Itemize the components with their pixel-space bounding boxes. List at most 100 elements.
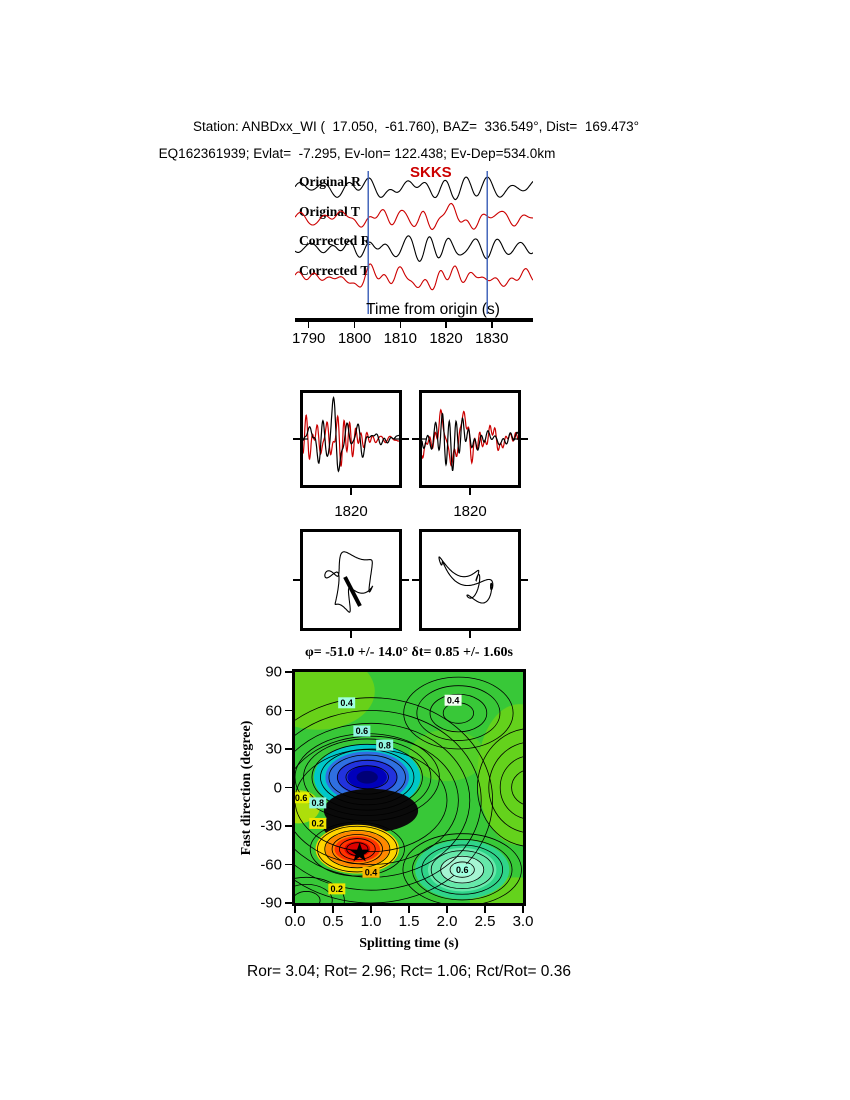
contour-line <box>295 748 448 853</box>
contour-line <box>345 765 389 790</box>
contour-color-patch <box>469 877 523 903</box>
contour-line <box>295 883 333 903</box>
seismogram-traces <box>295 171 533 314</box>
box-tick-left <box>293 438 300 440</box>
contour-line <box>295 891 321 903</box>
contour-line <box>449 861 475 878</box>
contour-map: 0.4 0.4 0.6 0.8 0.6 0.8 0.2 0.2 0.4 0.6 <box>295 672 523 903</box>
contour-line <box>309 821 405 877</box>
contour-frame: 0.4 0.4 0.6 0.8 0.6 0.8 0.2 0.2 0.4 0.6 <box>292 669 526 906</box>
mini-box-1-tick-label: 1820 <box>334 503 368 520</box>
box-tick-bottom <box>350 488 352 495</box>
contour-label: 0.2 <box>312 819 325 829</box>
time-tick-mark <box>307 322 310 328</box>
contour-line <box>430 850 494 890</box>
contour-y-tick-mark <box>285 786 292 789</box>
contour-label-box <box>444 694 462 706</box>
contour-line <box>421 844 504 895</box>
contour-label-box <box>453 864 471 876</box>
time-tick-label: 1830 <box>475 330 509 347</box>
time-tick-mark <box>445 322 447 328</box>
time-axis-line <box>295 318 533 322</box>
contour-label: 0.8 <box>312 798 325 808</box>
contour-label-box <box>362 866 380 878</box>
time-tick-mark <box>399 322 402 328</box>
contour-line <box>311 743 423 811</box>
contour-y-axis-title: Fast direction (degree) <box>239 720 254 856</box>
mini-waveform-overlay-2 <box>422 408 518 472</box>
contour-y-tick-mark <box>285 863 292 866</box>
waveform-trace <box>295 176 533 201</box>
contour-x-tick-label: 0.0 <box>284 913 306 930</box>
contour-line <box>511 770 523 805</box>
contour-x-tick-label: 2.0 <box>436 913 458 930</box>
contour-line <box>337 759 398 795</box>
contour-y-tick-label: 90 <box>265 663 282 681</box>
contour-y-tick-label: 30 <box>265 740 282 758</box>
contour-line <box>320 749 415 806</box>
box-tick-right <box>402 438 409 440</box>
time-tick-label: 1810 <box>383 330 417 347</box>
time-tick-mark <box>491 322 493 328</box>
contour-label-box <box>338 697 356 709</box>
contour-line <box>295 876 345 903</box>
contour-label-box <box>295 792 310 804</box>
contour-x-tick-mark <box>484 906 486 913</box>
contour-y-tick-mark <box>285 902 292 904</box>
contour-y-tick-label: -90 <box>260 894 282 912</box>
contour-x-tick-mark <box>408 906 410 913</box>
waveform-trace <box>295 202 533 231</box>
box-tick-left <box>412 438 419 440</box>
contour-line <box>429 693 488 733</box>
footer-stats: Ror= 3.04; Rot= 2.96; Rct= 1.06; Rct/Rot… <box>247 963 571 980</box>
time-axis-title: Time from origin (s) <box>366 301 500 318</box>
mini-waveform-box-2 <box>419 390 521 488</box>
contour-label: 0.6 <box>356 726 369 736</box>
contour-y-tick-mark <box>285 709 292 712</box>
particle-motion-plot-1 <box>324 551 374 613</box>
contour-line <box>440 855 485 884</box>
box-tick-right <box>521 438 528 440</box>
trace-label-original-t: Original T <box>299 204 360 219</box>
contour-label: 0.2 <box>331 884 344 894</box>
contour-label-box <box>328 883 346 895</box>
contour-line <box>416 685 501 741</box>
contour-x-tick-mark <box>294 906 296 913</box>
time-tick-label: 1790 <box>292 330 326 347</box>
particle-motion-box-1 <box>300 529 402 631</box>
box-tick-bottom <box>469 488 471 495</box>
particle-motion-box-2 <box>419 529 521 631</box>
contour-x-tick-mark <box>522 906 524 913</box>
contour-x-tick-label: 1.0 <box>360 913 382 930</box>
contour-line <box>317 825 398 873</box>
contour-y-tick-label: 60 <box>265 702 282 719</box>
contour-x-tick-mark <box>446 906 448 913</box>
contour-x-axis-title: Splitting time (s) <box>359 936 459 951</box>
contour-label-box <box>309 817 327 829</box>
contour-label-box <box>353 725 371 737</box>
contour-label: 0.6 <box>456 865 469 875</box>
box-tick-right <box>521 579 528 581</box>
contour-x-tick-label: 3.0 <box>512 913 534 930</box>
particle-motion-plot-2 <box>438 556 494 604</box>
contour-y-tick-label: -60 <box>260 856 282 873</box>
contour-label-box <box>376 739 394 751</box>
contour-x-tick-label: 2.5 <box>474 913 496 930</box>
contour-y-tick-mark <box>285 671 292 673</box>
box-tick-left <box>412 579 419 581</box>
contour-x-tick-mark <box>370 906 372 913</box>
contour-line <box>303 738 432 816</box>
box-tick-bottom <box>350 631 352 638</box>
contour-label: 0.6 <box>295 793 307 803</box>
mini-box-2-tick-label: 1820 <box>453 503 487 520</box>
mini-trace-radial <box>303 396 399 473</box>
time-tick-mark <box>353 322 356 328</box>
contour-line <box>403 676 514 750</box>
header-event-line: EQ162361939; Evlat= -7.295, Ev-lon= 122.… <box>158 146 556 161</box>
contour-color-patch <box>295 672 375 730</box>
contour-line <box>338 838 376 861</box>
contour-y-tick-label: 0 <box>273 779 282 796</box>
contour-x-tick-label: 0.5 <box>322 913 344 930</box>
mini-waveform-box-1 <box>300 390 402 488</box>
contour-y-tick-mark <box>285 748 292 750</box>
